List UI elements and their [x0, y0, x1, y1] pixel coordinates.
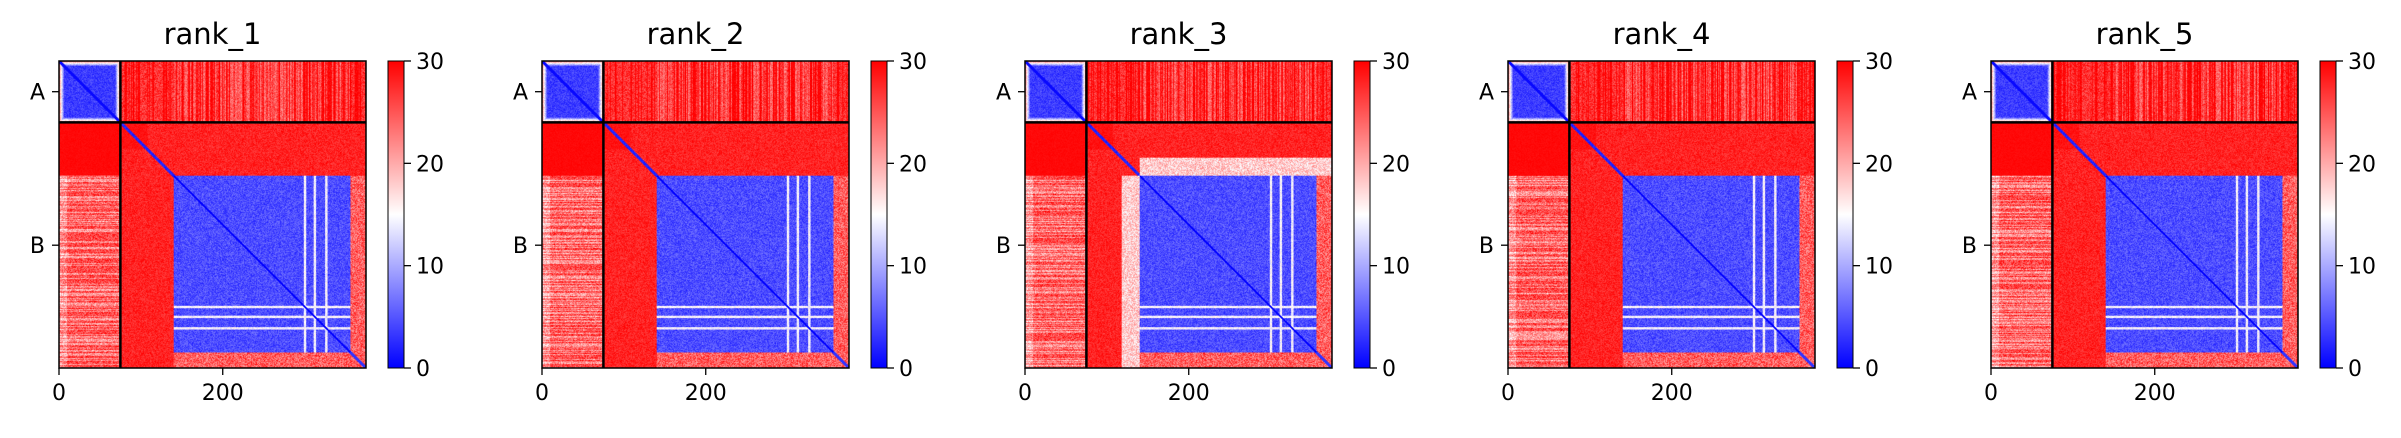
y-tick-label: B [1479, 234, 1494, 259]
colorbar-tick-label: 0 [1865, 357, 1879, 382]
y-tick-label: A [1962, 81, 1977, 106]
panel-title: rank_1 [164, 17, 262, 51]
colorbar [2319, 60, 2337, 369]
heatmap-image [59, 61, 366, 368]
colorbar-tick-label: 10 [899, 255, 927, 280]
heatmap-image [1508, 61, 1815, 368]
plot-frame [541, 60, 850, 369]
colorbar-tick-label: 10 [1382, 255, 1410, 280]
colorbar [870, 60, 888, 369]
plot-frame [1024, 60, 1333, 369]
colorbar-tick-label: 0 [2348, 357, 2362, 382]
y-tick-label: B [1962, 234, 1977, 259]
heatmap-panel-4: rank_4 0 200 A B 0 10 20 30 [1479, 17, 1893, 406]
colorbar-tick-label: 10 [2348, 255, 2376, 280]
panel-title: rank_2 [647, 17, 745, 51]
colorbar-tick-label: 30 [899, 50, 927, 75]
colorbar-tick-label: 30 [1865, 50, 1893, 75]
panel-title: rank_4 [1613, 17, 1711, 51]
colorbar-tick-label: 0 [416, 357, 430, 382]
heatmap-panel-3: rank_3 0 200 A B 0 10 20 30 [996, 17, 1410, 406]
colorbar-tick-label: 30 [416, 50, 444, 75]
heatmap-image [542, 61, 849, 368]
x-tick-label: 0 [1984, 381, 1998, 406]
y-tick-label: A [513, 81, 528, 106]
heatmap-image [1991, 61, 2298, 368]
colorbar-tick-label: 20 [416, 152, 444, 177]
colorbar [1836, 60, 1854, 369]
colorbar [387, 60, 405, 369]
panel-title: rank_5 [2096, 17, 2194, 51]
x-tick-label: 200 [202, 381, 244, 406]
x-tick-label: 0 [1018, 381, 1032, 406]
colorbar-tick-label: 10 [1865, 255, 1893, 280]
colorbar-tick-label: 0 [899, 357, 913, 382]
x-tick-label: 200 [685, 381, 727, 406]
colorbar-tick-label: 0 [1382, 357, 1396, 382]
panel-title: rank_3 [1130, 17, 1228, 51]
x-tick-label: 200 [1651, 381, 1693, 406]
colorbar-tick-label: 20 [1382, 152, 1410, 177]
colorbar [1353, 60, 1371, 369]
plot-frame [1990, 60, 2299, 369]
colorbar-tick-label: 20 [899, 152, 927, 177]
plot-frame [58, 60, 367, 369]
x-tick-label: 200 [1168, 381, 1210, 406]
y-tick-label: A [30, 81, 45, 106]
colorbar-tick-label: 30 [2348, 50, 2376, 75]
y-tick-label: B [996, 234, 1011, 259]
x-tick-label: 0 [52, 381, 66, 406]
y-tick-label: B [513, 234, 528, 259]
heatmap-panel-2: rank_2 0 200 A B 0 10 20 30 [513, 17, 927, 406]
x-tick-label: 0 [1501, 381, 1515, 406]
heatmap-panel-1: rank_1 0 200 A B 0 10 20 30 [30, 17, 444, 406]
plot-frame [1507, 60, 1816, 369]
y-tick-label: A [996, 81, 1011, 106]
y-tick-label: A [1479, 81, 1494, 106]
y-tick-label: B [30, 234, 45, 259]
colorbar-tick-label: 20 [2348, 152, 2376, 177]
x-tick-label: 200 [2134, 381, 2176, 406]
heatmap-panel-5: rank_5 0 200 A B 0 10 20 30 [1962, 17, 2376, 406]
colorbar-tick-label: 30 [1382, 50, 1410, 75]
colorbar-tick-label: 10 [416, 255, 444, 280]
x-tick-label: 0 [535, 381, 549, 406]
colorbar-tick-label: 20 [1865, 152, 1893, 177]
heatmap-image [1025, 61, 1332, 368]
